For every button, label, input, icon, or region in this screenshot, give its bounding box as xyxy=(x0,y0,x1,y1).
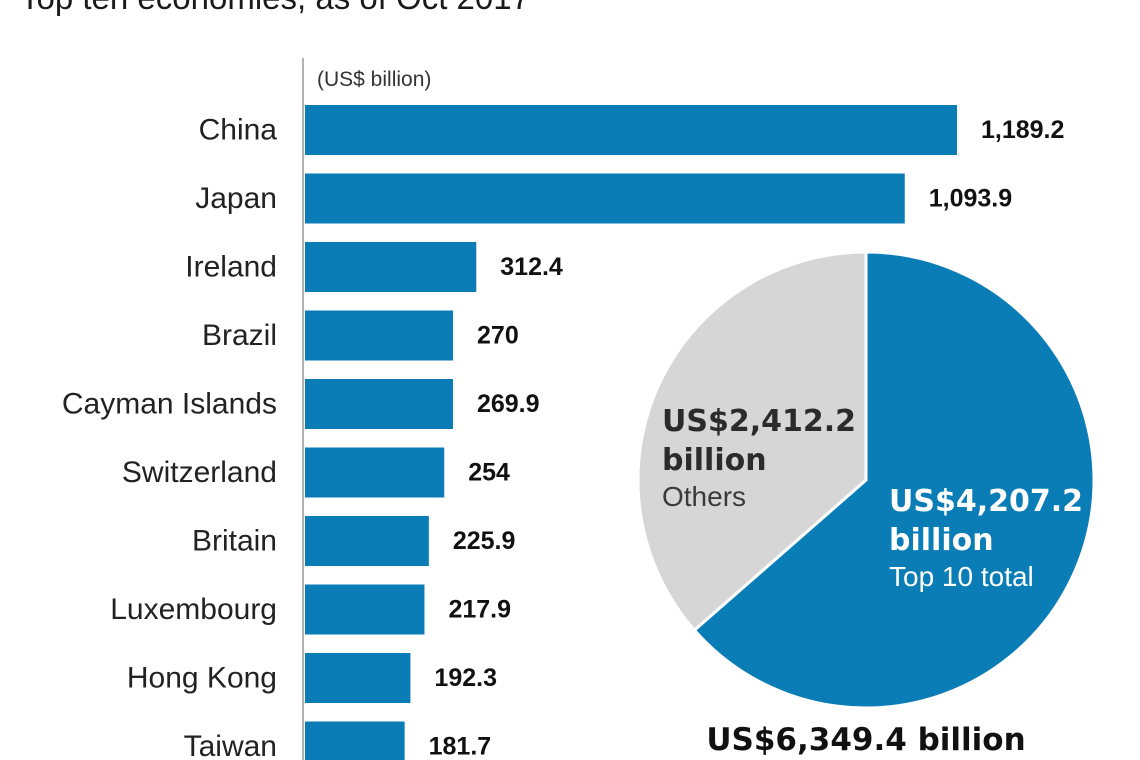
value-label: 1,189.2 xyxy=(981,116,1064,144)
bar xyxy=(305,721,405,760)
pie-slice-others xyxy=(636,250,868,633)
pie-labels: US$2,412.2 billion Others US$4,207.2 bil… xyxy=(662,404,1083,758)
category-label: Cayman Islands xyxy=(62,388,277,421)
pie-slice-top10 xyxy=(692,250,1096,710)
category-label: Britain xyxy=(192,525,277,558)
bar xyxy=(305,310,454,361)
top10-description-label: Top 10 total xyxy=(889,561,1034,592)
value-label: 192.3 xyxy=(434,664,497,692)
category-label: Ireland xyxy=(185,251,277,284)
bar-chart: China 1,189.2 Japan 1,093.9 Ireland 312.4 Braz… xyxy=(62,105,1064,760)
category-label: Japan xyxy=(195,182,277,215)
bar xyxy=(305,105,957,155)
top10-unit-label: billion xyxy=(889,523,994,558)
page-title: Top ten economies, as of Oct 2017 xyxy=(20,0,530,18)
category-label: Switzerland xyxy=(122,456,277,489)
value-label: 225.9 xyxy=(453,527,516,555)
value-label: 181.7 xyxy=(429,733,492,760)
value-label: 269.9 xyxy=(477,390,540,418)
unit-label: (US$ billion) xyxy=(317,68,431,91)
category-label: Hong Kong xyxy=(127,662,277,695)
bar xyxy=(305,584,425,635)
bar xyxy=(305,242,477,292)
bar xyxy=(305,653,411,703)
others-unit-label: billion xyxy=(662,443,767,478)
others-value-label: US$2,412.2 xyxy=(662,404,856,439)
pie-chart xyxy=(636,250,1096,710)
bar xyxy=(305,447,445,498)
others-description-label: Others xyxy=(662,481,746,512)
pie-total-label: US$6,349.4 billion xyxy=(706,722,1025,758)
value-label: 312.4 xyxy=(500,253,563,281)
category-label: China xyxy=(199,114,278,147)
category-label: Brazil xyxy=(202,319,277,352)
bar xyxy=(305,379,453,429)
bar xyxy=(305,516,429,566)
value-label: 1,093.9 xyxy=(929,185,1012,213)
value-label: 270 xyxy=(477,322,519,350)
category-label: Taiwan xyxy=(184,730,277,760)
bar xyxy=(305,173,905,224)
value-label: 217.9 xyxy=(448,596,511,624)
value-label: 254 xyxy=(468,459,510,487)
top10-value-label: US$4,207.2 xyxy=(889,484,1083,519)
category-label: Luxembourg xyxy=(110,593,277,626)
